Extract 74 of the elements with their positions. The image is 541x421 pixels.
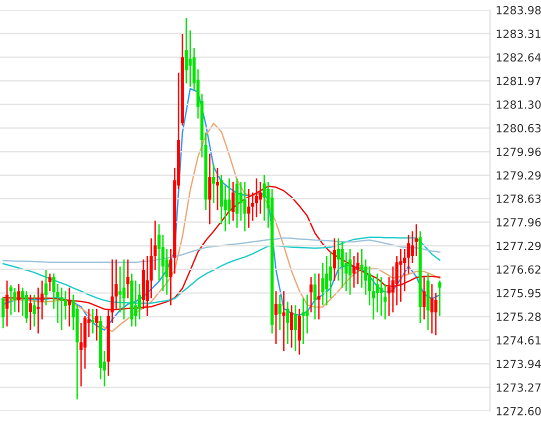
candlestick [274,290,278,345]
candlestick [118,266,122,314]
candlestick [332,238,336,282]
candlestick [60,286,64,331]
candlestick [434,292,438,336]
candlestick [247,188,250,228]
candlestick [325,255,328,306]
candlestick [243,181,246,232]
candlestick [216,167,220,211]
candlestick [294,304,298,352]
candlestick [258,181,262,214]
candlestick [278,294,282,331]
y-tick-label: 1275.28 [496,312,541,321]
candlestick [336,238,340,282]
candlestick [399,248,402,302]
y-tick-label: 1280.63 [496,124,541,132]
candlestick [91,308,94,334]
candlestick [310,276,313,314]
y-tick-label: 1273.94 [496,360,541,368]
y-tick-label: 1281.30 [496,100,541,109]
y-tick-label: 1277.29 [496,242,541,250]
y-tick-label: 1283.98 [496,6,541,14]
candlestick [438,280,442,317]
candlestick [302,298,305,345]
candlestick [24,290,28,324]
candlestick [254,178,258,218]
candlestick [430,283,434,334]
candlestick [352,255,356,288]
candlestick [184,17,188,84]
candlestick [188,30,192,88]
candlestick [28,294,32,331]
candlestick [376,272,379,314]
candlestick [208,153,212,225]
candlestick [95,308,98,342]
candlestick [232,181,235,222]
y-tick-label: 1278.63 [496,194,541,203]
y-tick-label: 1272.60 [496,406,541,416]
candlestick [122,258,126,320]
candlestick [48,272,52,292]
candlestick [13,287,16,313]
y-tick-label: 1283.31 [496,30,540,38]
candlestick [282,290,286,352]
y-tick-label: 1276.62 [496,265,540,274]
candlestick [161,234,165,292]
y-tick-label: 1282.64 [496,53,541,62]
candlestick [126,258,130,299]
candlestick [356,252,360,285]
candlestick [372,276,376,320]
candlestick [2,296,5,329]
candlestick [348,248,352,296]
candlestick [212,164,216,204]
y-tick-label: 1274.61 [496,336,540,345]
candlestick [134,280,138,328]
candlestick [422,276,426,320]
candlestick [21,286,24,317]
candlestick [32,294,36,328]
y-tick-label: 1275.95 [496,288,541,298]
candlestick [340,241,344,288]
candlestick [165,248,168,296]
candlestick [17,283,20,314]
candlestick [44,269,48,306]
candlestick [414,224,418,257]
y-tick-label: 1277.96 [496,218,541,227]
candlestick [68,286,71,328]
candlestick [380,276,383,317]
candlestick [313,272,317,320]
y-tick-label: 1279.96 [496,148,541,156]
candlestick [5,280,9,328]
y-tick-label: 1279.29 [496,171,541,180]
y-tick-label: 1273.27 [496,383,541,392]
candlestick [290,304,294,348]
candlestick [317,272,320,320]
candlestick [286,301,290,345]
y-tick-label: 1281.97 [496,76,541,86]
